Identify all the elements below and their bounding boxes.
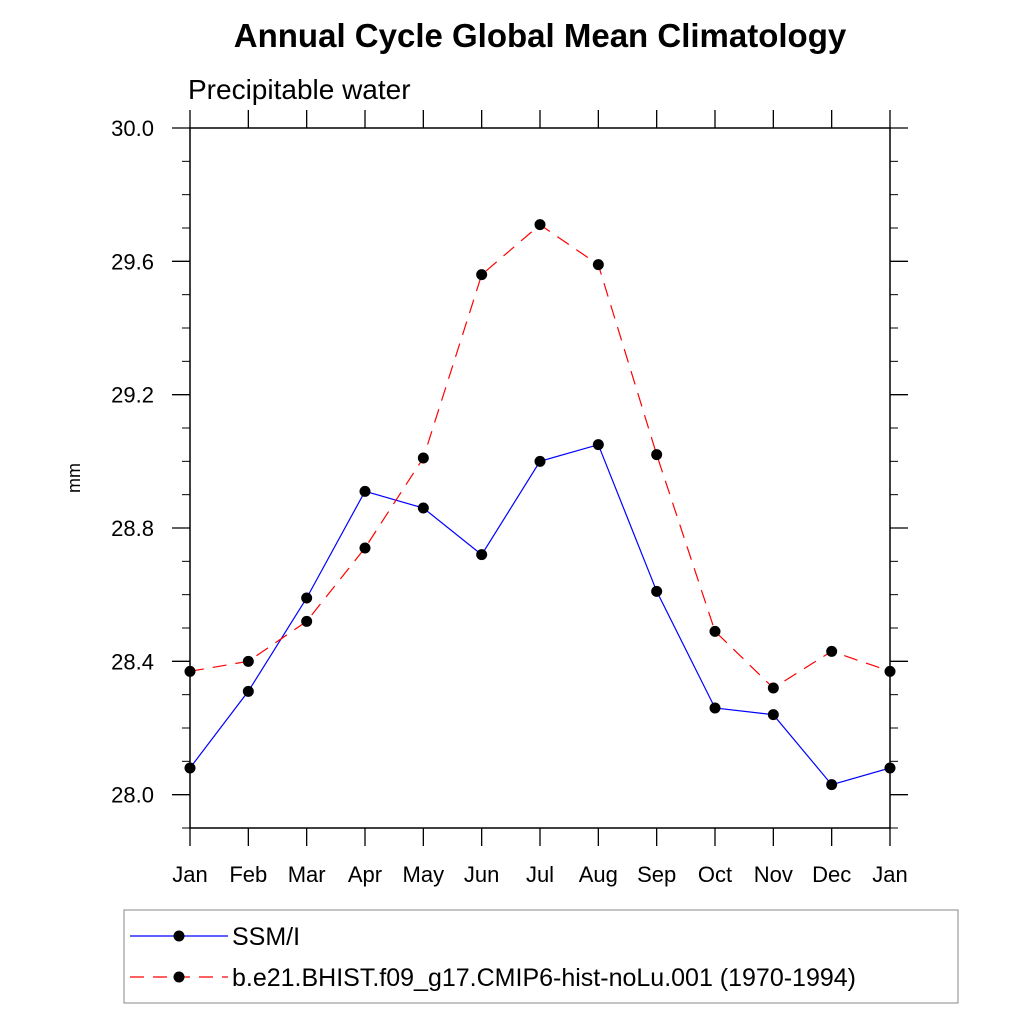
data-point-series-0 bbox=[417, 502, 429, 514]
data-point-series-1 bbox=[301, 615, 313, 627]
x-tick-label: Jan bbox=[172, 862, 207, 887]
data-point-series-1 bbox=[184, 665, 196, 677]
chart-subtitle: Precipitable water bbox=[188, 74, 411, 105]
data-point-series-0 bbox=[184, 762, 196, 774]
data-point-series-1 bbox=[476, 269, 488, 281]
x-tick-label: Oct bbox=[698, 862, 732, 887]
y-axis-label: mm bbox=[64, 463, 84, 493]
x-tick-label: Jun bbox=[464, 862, 499, 887]
data-point-series-1 bbox=[651, 449, 663, 461]
y-tick-label: 28.4 bbox=[111, 649, 154, 674]
series-line-0 bbox=[189, 443, 891, 786]
data-point-series-1 bbox=[592, 259, 604, 271]
data-point-series-0 bbox=[592, 439, 604, 451]
y-tick-label: 28.0 bbox=[111, 783, 154, 808]
data-point-series-1 bbox=[534, 219, 546, 231]
y-tick-label: 29.6 bbox=[111, 249, 154, 274]
y-tick-label: 29.2 bbox=[111, 383, 154, 408]
data-point-series-1 bbox=[359, 542, 371, 554]
data-point-series-0 bbox=[709, 702, 721, 714]
axis-ticks bbox=[172, 110, 908, 846]
x-tick-label: Apr bbox=[348, 862, 382, 887]
x-tick-labels: Jan Feb Mar Apr May Jun Jul Aug Sep Oct Nov Dec Jan bbox=[172, 862, 907, 887]
legend-marker-ssmi bbox=[173, 930, 185, 942]
x-tick-label: Dec bbox=[812, 862, 851, 887]
x-tick-label: Jan bbox=[872, 862, 907, 887]
x-tick-label: Mar bbox=[288, 862, 326, 887]
y-tick-label: 28.8 bbox=[111, 516, 154, 541]
data-point-series-0 bbox=[301, 592, 313, 604]
legend: SSM/I b.e21.BHIST.f09_g17.CMIP6-hist-noL… bbox=[123, 909, 959, 1004]
x-tick-label: Feb bbox=[229, 862, 267, 887]
legend-label-ssmi: SSM/I bbox=[232, 923, 300, 951]
legend-marker-model bbox=[173, 971, 185, 983]
x-tick-label: May bbox=[403, 862, 445, 887]
legend-label-model: b.e21.BHIST.f09_g17.CMIP6-hist-noLu.001 … bbox=[232, 964, 856, 992]
y-tick-labels: 28.0 28.4 28.8 29.2 29.6 30.0 bbox=[111, 116, 154, 808]
data-point-series-0 bbox=[534, 455, 546, 467]
x-tick-label: Sep bbox=[637, 862, 676, 887]
data-point-series-0 bbox=[651, 585, 663, 597]
data-point-series-1 bbox=[242, 655, 254, 667]
chart-title: Annual Cycle Global Mean Climatology bbox=[234, 17, 847, 54]
data-point-series-0 bbox=[826, 779, 838, 791]
data-point-series-1 bbox=[709, 625, 721, 637]
data-point-series-0 bbox=[242, 685, 254, 697]
x-tick-label: Jul bbox=[526, 862, 554, 887]
series-layer bbox=[184, 219, 896, 791]
data-point-series-0 bbox=[476, 549, 488, 561]
data-point-series-0 bbox=[884, 762, 896, 774]
plot-frame bbox=[189, 127, 891, 829]
data-point-series-0 bbox=[359, 485, 371, 497]
data-point-series-1 bbox=[826, 645, 838, 657]
x-tick-label: Aug bbox=[579, 862, 618, 887]
data-point-series-1 bbox=[417, 452, 429, 464]
y-tick-label: 30.0 bbox=[111, 116, 154, 141]
data-point-series-0 bbox=[767, 709, 779, 721]
data-point-series-1 bbox=[767, 682, 779, 694]
legend-box bbox=[123, 909, 959, 1004]
x-tick-label: Nov bbox=[754, 862, 793, 887]
data-point-series-1 bbox=[884, 665, 896, 677]
